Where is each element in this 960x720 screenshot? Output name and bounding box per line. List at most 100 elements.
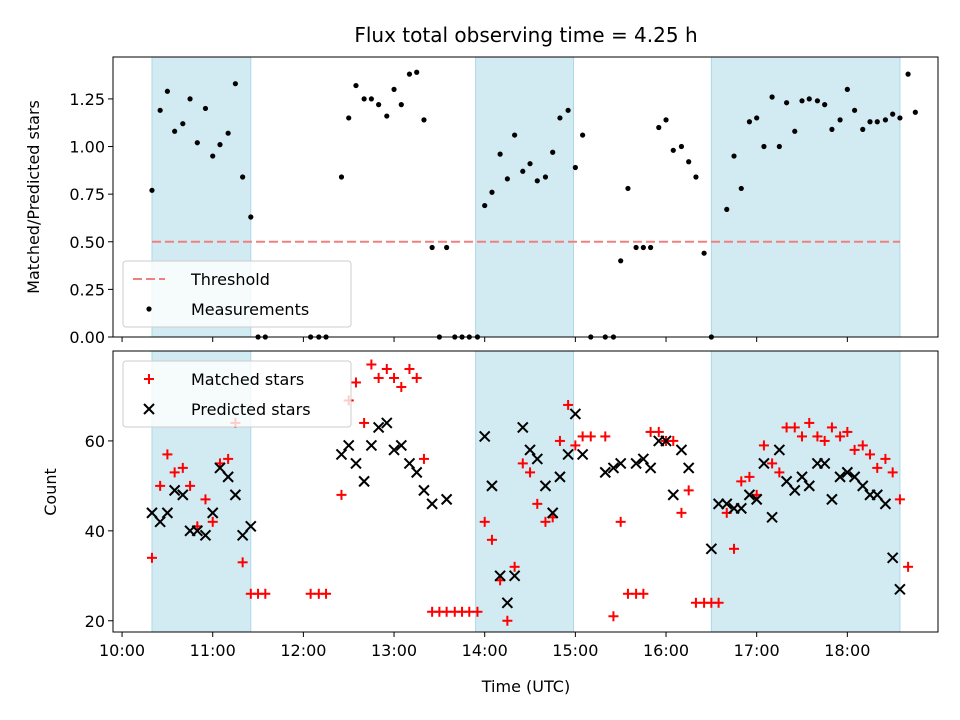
matched-stars-point [668, 435, 679, 446]
x-tick-label: 10:00 [99, 641, 145, 660]
x-tick-label: 16:00 [643, 641, 689, 660]
measurement-point [867, 119, 873, 125]
matched-stars-point [804, 417, 815, 428]
measurement-point [512, 132, 518, 138]
bottom-y-tick-label: 20 [85, 612, 105, 631]
predicted-stars-point [630, 457, 642, 470]
matched-stars-point [638, 588, 649, 599]
x-tick-label: 12:00 [280, 641, 326, 660]
matched-stars-point [767, 458, 778, 469]
predicted-stars-point [705, 543, 718, 555]
measurement-point [814, 98, 821, 104]
matched-stars-point [903, 561, 914, 572]
predicted-stars-point [245, 520, 257, 533]
matched-stars-point [887, 467, 898, 478]
measurement-point [353, 82, 359, 89]
measurement-point [806, 96, 812, 102]
matched-stars-point [774, 467, 785, 478]
predicted-stars-point [494, 570, 506, 582]
measurement-point [172, 128, 178, 134]
predicted-stars-point [486, 480, 498, 492]
predicted-stars-point [834, 471, 846, 483]
measurement-point [414, 69, 420, 75]
predicted-stars-point [343, 439, 355, 452]
top-panel-frame [112, 56, 939, 338]
measurement-point [822, 102, 828, 108]
matched-stars-point [517, 458, 528, 469]
predicted-stars-point [222, 471, 234, 483]
legend-label: Predicted stars [191, 400, 311, 419]
matched-stars-point [509, 561, 520, 572]
matched-stars-point [223, 453, 234, 464]
predicted-stars-point [372, 421, 385, 434]
top-panel-y-axis-label: Matched/Predicted stars [24, 100, 43, 294]
predicted-stars-point [562, 448, 574, 461]
predicted-stars-point [818, 457, 831, 470]
matched-stars-point [872, 462, 883, 473]
measurement-point [897, 115, 903, 121]
predicted-stars-point [411, 466, 423, 479]
predicted-stars-point [773, 444, 786, 456]
measurement-point [874, 119, 880, 125]
top-legend-box [122, 260, 352, 328]
star-count-panel: 20 40 60 10:00 11:00 12:00 13:00 14:00 15:00 16:0… [85, 350, 939, 660]
predicted-stars-point [841, 466, 854, 479]
measurement-point [232, 81, 238, 87]
matched-stars-point [570, 440, 581, 451]
measurement-point [837, 117, 843, 123]
measurement-point [384, 113, 390, 119]
matched-stars-point [359, 417, 370, 428]
predicted-stars-point [766, 511, 778, 524]
matched-stars-point [237, 557, 248, 568]
measurement-point [678, 143, 685, 150]
predicted-stars-point [871, 489, 883, 501]
matched-stars-point [713, 597, 724, 608]
predicted-stars-point [554, 471, 566, 483]
matched-stars-point [744, 471, 755, 482]
predicted-stars-point [750, 493, 763, 506]
measurement-point [444, 244, 450, 251]
predicted-stars-point [161, 507, 174, 519]
predicted-stars-point [660, 435, 672, 447]
measurement-point [829, 126, 835, 132]
matched-stars-point [532, 498, 543, 509]
legend-marker-key [146, 306, 152, 312]
measurement-point [557, 115, 563, 121]
measurement-point [905, 71, 911, 77]
top-shaded-interval [475, 56, 575, 338]
measurement-point [738, 185, 744, 192]
measurement-point [497, 151, 503, 157]
measurement-point [346, 115, 352, 121]
predicted-stars-point [735, 502, 747, 515]
bottom-legend-box [122, 360, 352, 428]
predicted-stars-point [350, 457, 362, 470]
predicted-stars-point [789, 484, 801, 497]
matched-stars-point [321, 588, 332, 599]
matched-stars-point [336, 489, 347, 500]
measurement-point [210, 153, 216, 159]
bottom-panel-y-axis-label: Count [41, 468, 60, 516]
predicted-stars-point [199, 529, 212, 542]
matched-stars-point [502, 615, 513, 626]
matched-stars-point [366, 359, 377, 370]
matched-stars-point [373, 372, 384, 383]
matched-stars-point [389, 372, 400, 383]
measurement-point [663, 117, 669, 123]
predicted-stars-point [712, 498, 725, 510]
measurement-point [860, 126, 866, 132]
matched-stars-point [350, 377, 361, 388]
measurement-point [618, 258, 624, 264]
matched-stars-point [540, 516, 551, 527]
measurement-point [882, 117, 889, 123]
predicted-stars-point [440, 493, 453, 506]
matched-stars-point [736, 476, 747, 487]
matched-stars-point [819, 435, 830, 446]
predicted-stars-point [599, 466, 611, 479]
matched-stars-point [758, 440, 769, 451]
legend-marker-key [144, 374, 154, 384]
matched-stars-point [894, 494, 905, 505]
measurement-point [429, 244, 435, 251]
measurement-point [391, 86, 397, 92]
matched-stars-point [200, 494, 211, 505]
measurement-point [640, 244, 646, 251]
